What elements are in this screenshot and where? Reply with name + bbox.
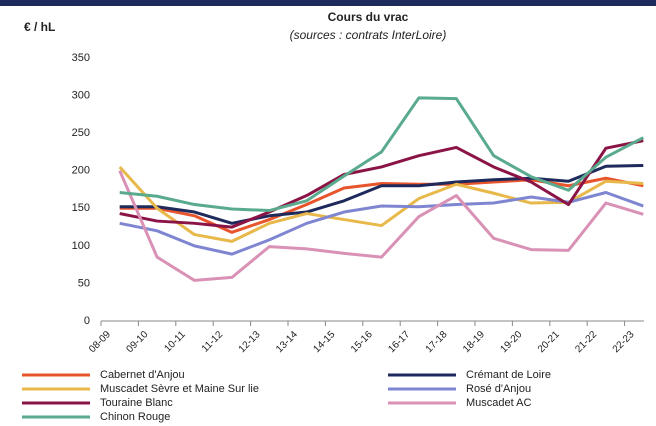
x-tick-label: 08-09 [87,329,113,355]
x-tick-label: 14-15 [312,329,338,355]
series-line [118,170,644,282]
legend-label: Rosé d'Anjou [466,383,531,395]
x-tick-label: 09-10 [125,329,151,355]
legend-label: Chinon Rouge [100,411,170,423]
series-line [119,176,644,234]
series-line [119,139,644,229]
series-line [119,191,644,256]
y-tick-label: 300 [72,89,90,101]
series-line [119,163,644,225]
x-tick-label: 17-18 [424,329,450,355]
x-tick-label: 12-13 [237,329,263,355]
y-tick-label: 350 [72,52,90,64]
y-axis-label: € / hL [24,20,55,34]
legend-label: Cabernet d'Anjou [100,369,185,381]
legend-label: Crémant de Loire [466,369,551,381]
legend-label: Muscadet Sèvre et Maine Sur lie [100,383,259,395]
x-tick-label: 18-19 [461,329,487,355]
y-tick-label: 250 [72,127,90,139]
legend-label: Touraine Blanc [100,397,173,409]
y-tick-label: 0 [84,315,90,327]
chart-subtitle: (sources : contrats InterLoire) [290,28,447,42]
x-tick-label: 19-20 [499,329,525,355]
y-tick-label: 50 [78,277,90,289]
x-tick-label: 10-11 [162,329,188,355]
series-line [118,165,644,243]
y-tick-label: 200 [72,165,90,177]
series-line [119,96,644,213]
legend-label: Muscadet AC [466,397,531,409]
x-tick-label: 13-14 [274,329,300,355]
top-bar [0,0,656,6]
y-tick-label: 150 [72,202,90,214]
x-tick-label: 16-17 [386,329,412,355]
x-tick-label: 20-21 [536,329,562,355]
chart-title: Cours du vrac [328,10,409,24]
x-tick-label: 11-12 [200,329,226,355]
x-tick-label: 21-22 [573,329,599,355]
y-tick-label: 100 [72,240,90,252]
x-tick-label: 22-23 [611,329,637,355]
x-tick-label: 15-16 [349,329,375,355]
